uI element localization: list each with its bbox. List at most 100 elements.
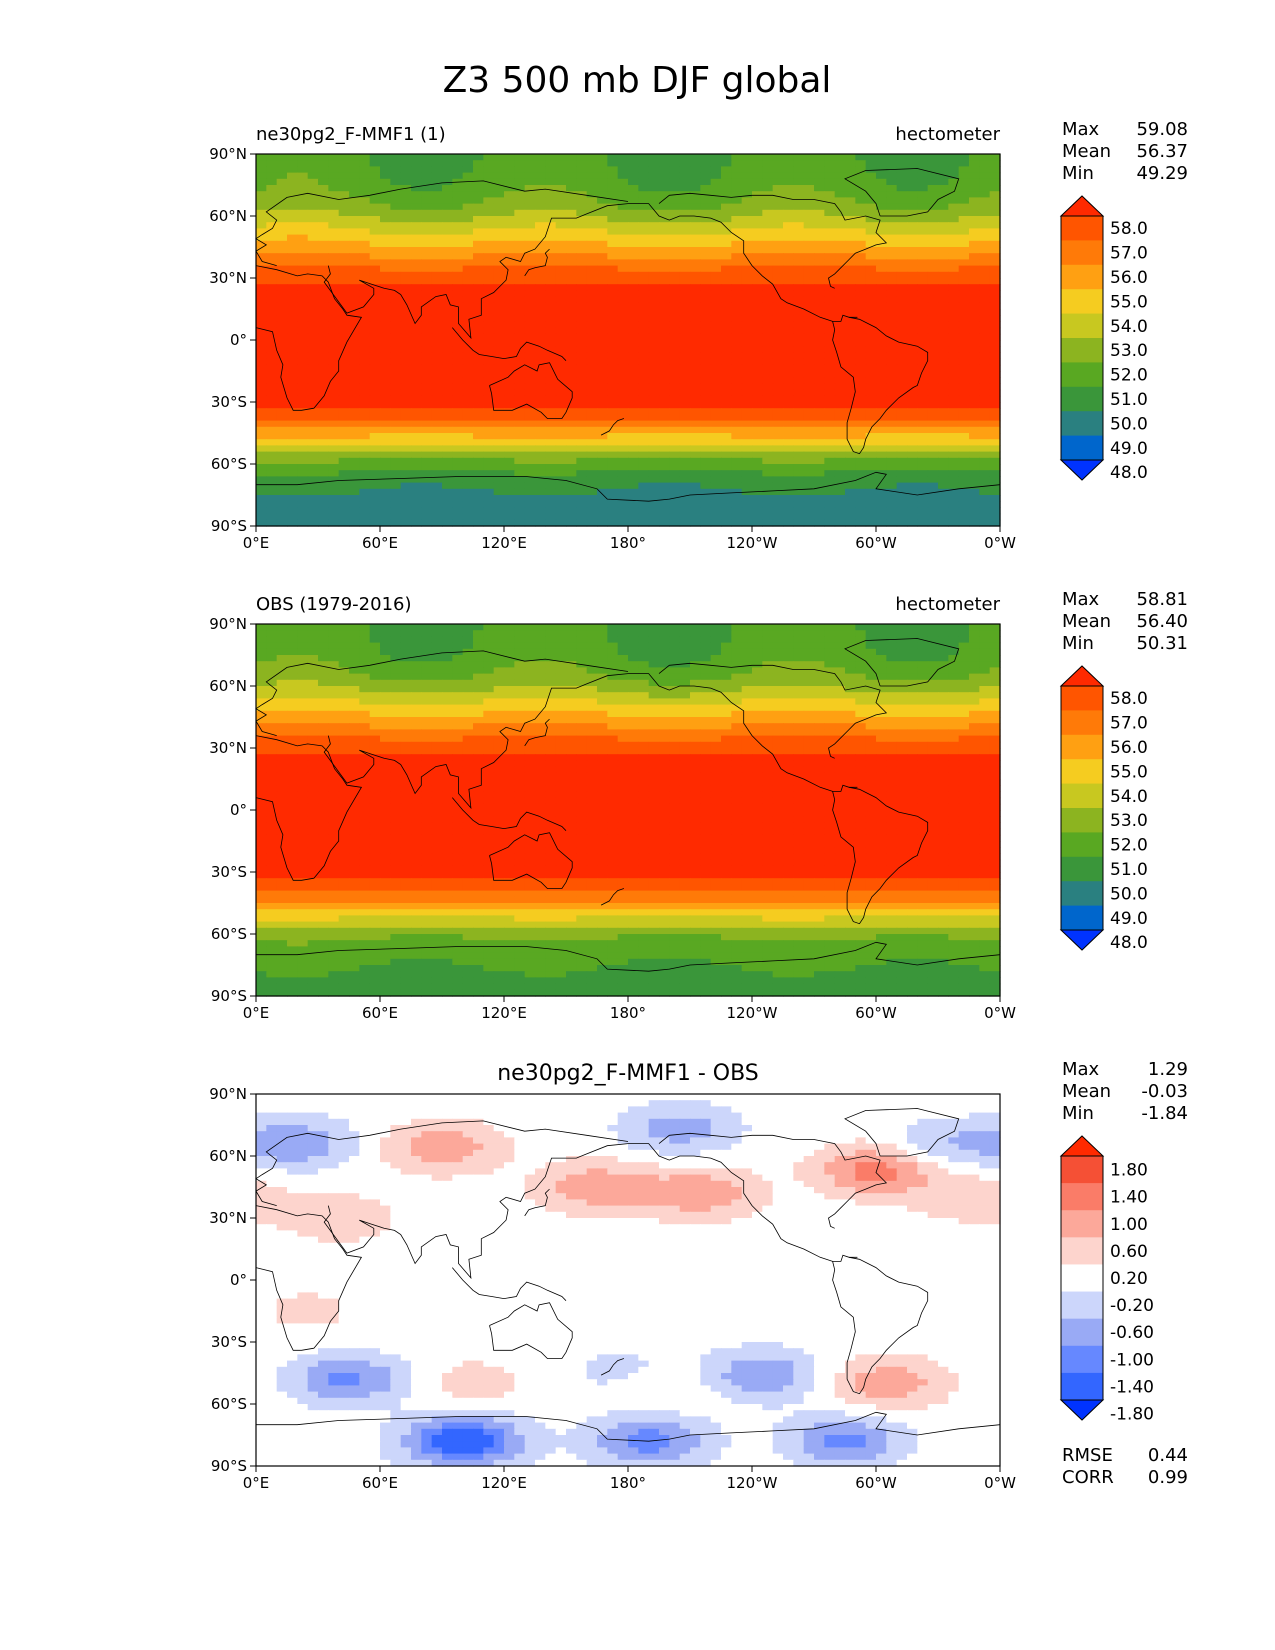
- field-cell: [958, 284, 970, 291]
- field-cell: [576, 383, 588, 391]
- field-cell: [545, 630, 557, 637]
- field-cell: [907, 667, 918, 675]
- field-cell: [318, 302, 329, 310]
- field-cell: [772, 377, 784, 384]
- field-cell: [462, 648, 474, 656]
- field-cell: [276, 402, 288, 409]
- field-cell: [524, 228, 536, 236]
- field-cell: [287, 327, 298, 335]
- field-cell: [493, 191, 505, 198]
- field-cell: [793, 661, 805, 668]
- field-cell: [731, 513, 743, 521]
- field-cell: [845, 284, 856, 291]
- field-cell: [628, 408, 639, 415]
- field-cell: [504, 495, 515, 502]
- field-cell: [855, 203, 867, 211]
- field-cell: [669, 253, 681, 260]
- field-cell: [349, 166, 360, 174]
- field-cell: [607, 476, 619, 484]
- field-cell: [576, 154, 588, 161]
- field-cell: [276, 327, 288, 335]
- field-cell: [638, 414, 650, 422]
- field-cell: [576, 426, 588, 434]
- field-cell: [349, 426, 360, 434]
- field-cell: [287, 321, 298, 329]
- field-cell: [349, 191, 360, 198]
- field-cell: [721, 445, 732, 453]
- field-cell: [338, 395, 350, 403]
- field-cell: [793, 321, 805, 329]
- field-cell: [793, 247, 805, 254]
- field-cell: [865, 216, 877, 223]
- field-cell: [865, 439, 877, 446]
- field-cell: [318, 253, 329, 260]
- field-cell: [917, 464, 929, 471]
- field-cell: [659, 240, 670, 248]
- field-cell: [886, 197, 898, 205]
- field-cell: [969, 228, 980, 236]
- field-cell: [679, 364, 691, 372]
- field-cell: [793, 648, 805, 656]
- field-cell: [555, 402, 567, 409]
- field-cell: [948, 642, 960, 650]
- field-cell: [462, 352, 474, 360]
- field-cell: [969, 661, 980, 668]
- field-cell: [814, 160, 825, 167]
- field-cell: [266, 507, 278, 515]
- field-cell: [824, 321, 836, 329]
- field-cell: [907, 240, 918, 248]
- field-cell: [886, 309, 898, 316]
- field-cell: [803, 172, 815, 180]
- field-cell: [338, 172, 350, 180]
- field-cell: [400, 630, 412, 637]
- field-cell: [504, 470, 515, 477]
- field-cell: [535, 240, 546, 248]
- field-cell: [276, 624, 288, 631]
- field-cell: [762, 172, 774, 180]
- field-cell: [524, 389, 536, 397]
- stat-min-value: 49.29: [1136, 163, 1188, 184]
- field-cell: [886, 513, 898, 521]
- field-cell: [876, 340, 887, 347]
- field-cell: [380, 464, 391, 471]
- field-cell: [638, 389, 650, 397]
- field-cell: [752, 464, 763, 471]
- field-cell: [597, 383, 608, 391]
- field-cell: [287, 488, 298, 496]
- field-cell: [266, 445, 278, 453]
- field-cell: [865, 389, 877, 397]
- field-cell: [638, 648, 650, 656]
- field-cell: [555, 247, 567, 254]
- field-cell: [287, 191, 298, 198]
- field-cell: [442, 296, 453, 304]
- field-cell: [473, 457, 484, 465]
- field-cell: [896, 495, 908, 502]
- field-cell: [555, 457, 567, 465]
- field-cell: [948, 178, 960, 186]
- field-cell: [400, 395, 412, 403]
- field-cell: [607, 451, 619, 459]
- field-cell: [772, 507, 784, 515]
- field-cell: [266, 642, 278, 650]
- field-cell: [814, 507, 825, 515]
- field-cell: [462, 321, 474, 329]
- field-cell: [421, 470, 433, 477]
- field-cell: [710, 253, 722, 260]
- field-cell: [886, 321, 898, 329]
- field-cell: [256, 371, 267, 378]
- field-cell: [989, 222, 1001, 229]
- field-cell: [721, 488, 732, 496]
- field-cell: [380, 315, 391, 322]
- field-cell: [390, 513, 402, 521]
- field-cell: [803, 247, 815, 254]
- field-cell: [958, 178, 970, 186]
- field-cell: [679, 470, 691, 477]
- field-cell: [318, 240, 329, 248]
- field-cell: [648, 470, 660, 477]
- field-cell: [307, 185, 319, 192]
- field-cell: [731, 234, 743, 242]
- field-cell: [607, 247, 619, 254]
- field-cell: [338, 203, 350, 211]
- field-cell: [400, 513, 412, 521]
- field-cell: [597, 513, 608, 521]
